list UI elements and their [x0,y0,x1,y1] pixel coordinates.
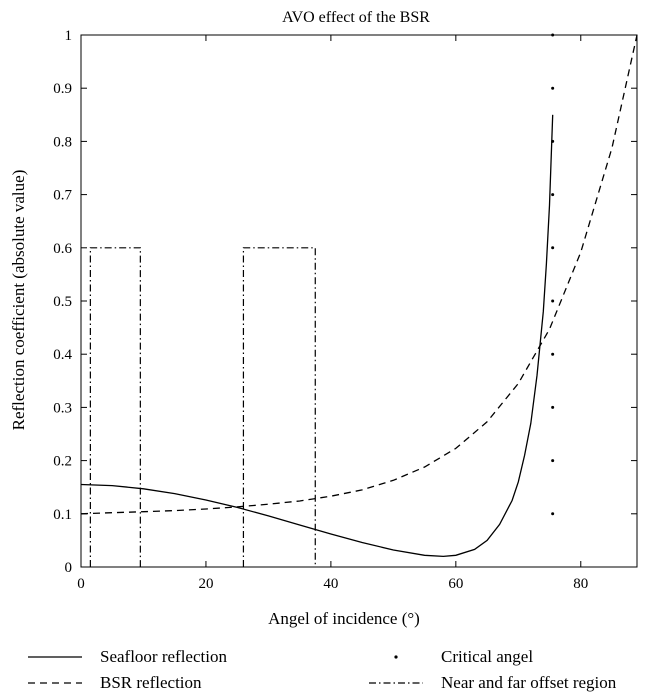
plot-area: 0 20 40 60 80 0 0.1 0.2 0.3 0.4 0.5 0.6 0.7 0.8 0.9 1 [53,28,638,592]
offset-region [89,247,141,567]
y-tick-label: 0.6 [53,241,72,257]
x-tick-label: 40 [323,576,338,592]
y-tick-label: 0.5 [53,294,72,310]
y-axis-label: Reflection coefficient (absolute value) [9,170,28,431]
legend-marker [394,655,398,659]
series-line-0 [80,114,554,558]
critical-angle-point [551,193,555,197]
x-tick-label: 20 [198,576,213,592]
series-line-1 [80,34,638,515]
critical-angle-point [551,352,555,356]
legend-label: Near and far offset region [441,673,617,692]
legend-label: BSR reflection [100,673,202,692]
x-tick-label: 0 [77,576,85,592]
y-tick-label: 0.9 [53,81,72,97]
critical-angle-point [551,512,555,516]
x-tick-label: 80 [573,576,588,592]
critical-angle-point [551,139,555,143]
y-tick-label: 0 [65,560,73,576]
critical-angle-point [551,299,555,303]
offset-region [242,247,316,567]
legend-label: Seafloor reflection [100,647,227,666]
x-axis-label: Angel of incidence (°) [268,609,420,628]
critical-angle-point [551,86,555,90]
y-tick-label: 1 [65,28,73,44]
critical-angle-point [551,246,555,250]
critical-angle-point [551,405,555,409]
y-tick-label: 0.1 [53,507,72,523]
y-tick-label: 0.2 [53,454,72,470]
critical-angle-point [551,459,555,463]
critical-angle-point [551,33,555,37]
y-tick-label: 0.4 [53,347,72,363]
y-tick-label: 0.8 [53,134,72,150]
x-tick-label: 60 [448,576,463,592]
y-tick-label: 0.7 [53,188,72,204]
legend: Seafloor reflection Critical angel BSR ref… [28,647,617,692]
y-tick-label: 0.3 [53,400,72,416]
chart-title: AVO effect of the BSR [282,9,430,26]
legend-label: Critical angel [441,647,533,666]
